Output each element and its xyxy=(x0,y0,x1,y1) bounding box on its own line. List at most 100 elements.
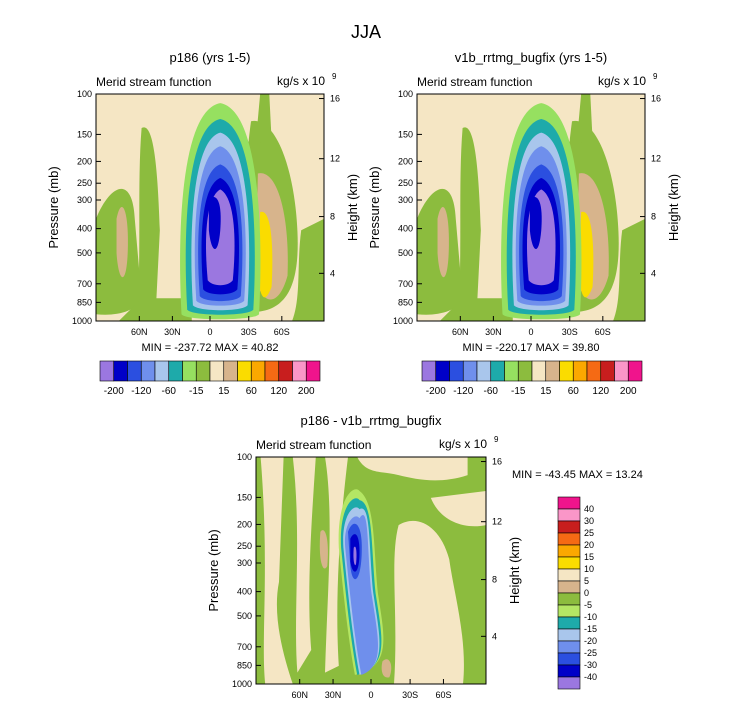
units-label: kg/s x 10 xyxy=(439,437,487,451)
colorbar-label: -120 xyxy=(453,386,473,397)
x-tick-label: 0 xyxy=(528,327,533,337)
colorbar-box xyxy=(627,360,643,382)
y-tick-label: 100 xyxy=(237,452,252,462)
y-tick-label: 100 xyxy=(77,89,92,99)
contour-layer xyxy=(417,94,645,321)
y-tick-label: 850 xyxy=(77,297,92,307)
colorbar-label: -200 xyxy=(104,386,124,397)
colorbar-box xyxy=(462,360,478,382)
y-tick-label: 200 xyxy=(77,156,92,166)
colorbar-box xyxy=(264,360,280,382)
colorbar-box xyxy=(600,360,615,382)
panel-p186: p186 (yrs 1-5) Merid stream function kg/s … xyxy=(46,50,360,397)
plot-frame xyxy=(416,93,646,322)
y-tick-label: 700 xyxy=(237,642,252,652)
y2-tick-label: 16 xyxy=(651,94,661,104)
contour-fill xyxy=(439,298,513,321)
y-tick-label: 1000 xyxy=(232,679,252,689)
x-tick-label: 60S xyxy=(274,327,290,337)
colorbar-box xyxy=(557,664,581,678)
field-label: Merid stream function xyxy=(96,75,211,89)
colorbar-box xyxy=(305,360,321,382)
colorbar-label: 120 xyxy=(592,386,609,397)
colorbar-label: 25 xyxy=(584,528,594,538)
y-tick-label: 150 xyxy=(77,129,92,139)
units-label: kg/s x 10 xyxy=(277,74,325,88)
colorbar-box xyxy=(572,360,588,382)
colorbar-label: 15 xyxy=(540,386,552,397)
y-tick-label: 500 xyxy=(77,248,92,258)
colorbar-box xyxy=(557,520,581,534)
contour-layer xyxy=(256,457,486,684)
colorbar-box xyxy=(435,360,450,382)
units-exponent: 9 xyxy=(332,72,337,81)
colorbar-label: -20 xyxy=(584,636,597,646)
colorbar-box xyxy=(195,360,211,382)
contour-fill xyxy=(292,218,324,321)
panel-v1b: v1b_rrtmg_bugfix (yrs 1-5) Merid stream f… xyxy=(367,50,681,397)
colorbar-box xyxy=(182,360,197,382)
colorbar-box xyxy=(209,360,225,382)
panel-title: p186 (yrs 1-5) xyxy=(170,50,251,65)
y-tick-label: 850 xyxy=(398,297,413,307)
y-tick-label: 150 xyxy=(237,492,252,502)
y2-axis-label: Height (km) xyxy=(507,537,522,604)
y2-axis-label: Height (km) xyxy=(345,174,360,241)
colorbar-box xyxy=(278,360,293,382)
min-max-stats: MIN = -237.72 MAX = 40.82 xyxy=(142,342,279,354)
colorbar-label: -15 xyxy=(511,386,526,397)
colorbar-box xyxy=(476,360,492,382)
y2-tick-label: 16 xyxy=(492,457,502,467)
x-tick-label: 0 xyxy=(368,690,373,700)
colorbar-box xyxy=(557,676,581,690)
contour-fill xyxy=(137,127,160,321)
contour-fill xyxy=(437,207,449,278)
y2-tick-label: 4 xyxy=(651,268,656,278)
colorbar-box xyxy=(504,360,519,382)
colorbar-label: 5 xyxy=(584,576,589,586)
x-tick-label: 30S xyxy=(402,690,418,700)
y-tick-label: 300 xyxy=(237,558,252,568)
colorbar-label: -40 xyxy=(584,672,597,682)
colorbar-label: -60 xyxy=(484,386,499,397)
colorbar-box xyxy=(557,544,581,558)
units-label: kg/s x 10 xyxy=(598,74,646,88)
contour-fill xyxy=(116,207,128,278)
y-tick-label: 300 xyxy=(398,195,413,205)
units-exponent: 9 xyxy=(653,72,658,81)
y2-tick-label: 12 xyxy=(492,517,502,527)
contour-fill xyxy=(260,457,293,684)
colorbar-label: -25 xyxy=(584,648,597,658)
colorbar-box xyxy=(614,360,629,382)
figure-title: JJA xyxy=(351,22,381,42)
colorbar-box xyxy=(557,640,581,654)
y2-tick-label: 4 xyxy=(492,631,497,641)
y2-tick-label: 12 xyxy=(330,154,340,164)
contour-fill xyxy=(529,196,542,249)
contour-fill xyxy=(381,659,392,678)
colorbar-box xyxy=(557,628,581,642)
colorbar-box xyxy=(113,360,128,382)
x-tick-label: 60N xyxy=(291,690,308,700)
units-exponent: 9 xyxy=(494,435,499,444)
colorbar-label: -10 xyxy=(584,612,597,622)
colorbar-box xyxy=(449,360,464,382)
y-tick-label: 200 xyxy=(398,156,413,166)
panel-title: p186 - v1b_rrtmg_bugfix xyxy=(301,413,442,428)
colorbar-box xyxy=(586,360,602,382)
y2-tick-label: 12 xyxy=(651,154,661,164)
contour-fill xyxy=(292,457,316,673)
colorbar-label: 60 xyxy=(568,386,580,397)
y2-tick-label: 16 xyxy=(330,94,340,104)
contour-fill xyxy=(576,94,593,144)
y-tick-label: 400 xyxy=(398,224,413,234)
y-tick-label: 250 xyxy=(398,178,413,188)
panel-title: v1b_rrtmg_bugfix (yrs 1-5) xyxy=(455,50,607,65)
colorbar-box xyxy=(250,360,266,382)
colorbar-box xyxy=(168,360,183,382)
contour-fill xyxy=(458,127,481,321)
y-tick-label: 1000 xyxy=(393,316,413,326)
plot-frame xyxy=(95,93,325,322)
colorbar-box xyxy=(531,360,547,382)
